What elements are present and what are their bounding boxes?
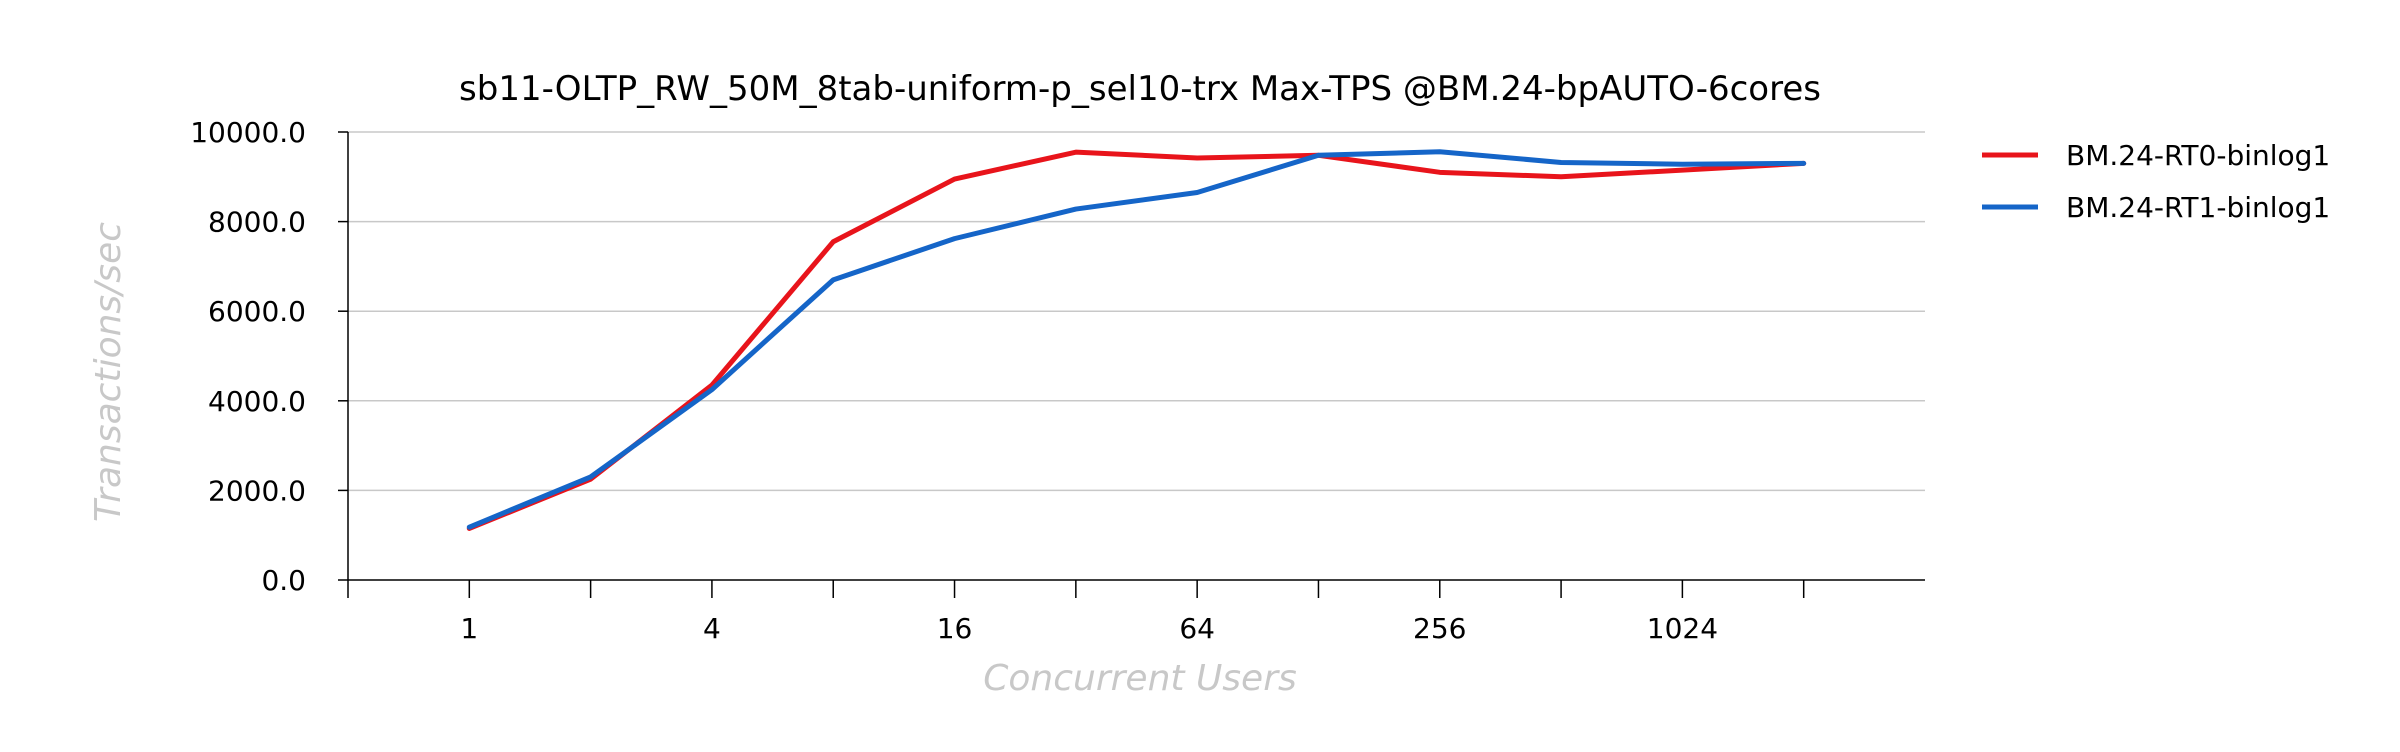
x-axis-label: Concurrent Users xyxy=(983,658,1297,699)
legend-label: BM.24-RT1-binlog1 xyxy=(2066,191,2330,224)
x-tick-label: 64 xyxy=(1179,612,1215,645)
y-axis-label: Transactions/sec xyxy=(88,222,129,522)
series-lines xyxy=(466,149,1807,531)
y-tick-label: 10000.0 xyxy=(190,116,306,149)
x-tick-label: 4 xyxy=(703,612,721,645)
axes: 0.0 2000.0 4000.0 6000.0 8000.0 10000.0 1 4 16 64… xyxy=(190,116,1925,645)
y-tick-label: 8000.0 xyxy=(208,206,306,239)
series-line-1 xyxy=(466,149,1807,531)
x-tick-label: 16 xyxy=(937,612,973,645)
y-tick-label: 2000.0 xyxy=(208,474,306,507)
series-line-2 xyxy=(466,149,1807,530)
legend-label: BM.24-RT0-binlog1 xyxy=(2066,139,2330,172)
y-tick-label: 6000.0 xyxy=(208,295,306,328)
x-tick-label: 1024 xyxy=(1647,612,1718,645)
chart-title: sb11-OLTP_RW_50M_8tab-uniform-p_sel10-tr… xyxy=(459,69,1821,109)
x-tick-label: 1 xyxy=(460,612,478,645)
x-tick-label: 256 xyxy=(1413,612,1466,645)
y-tick-label: 0.0 xyxy=(261,564,306,597)
gridlines xyxy=(348,131,1925,492)
legend: BM.24-RT0-binlog1 BM.24-RT1-binlog1 xyxy=(1982,139,2330,224)
y-tick-label: 4000.0 xyxy=(208,385,306,418)
